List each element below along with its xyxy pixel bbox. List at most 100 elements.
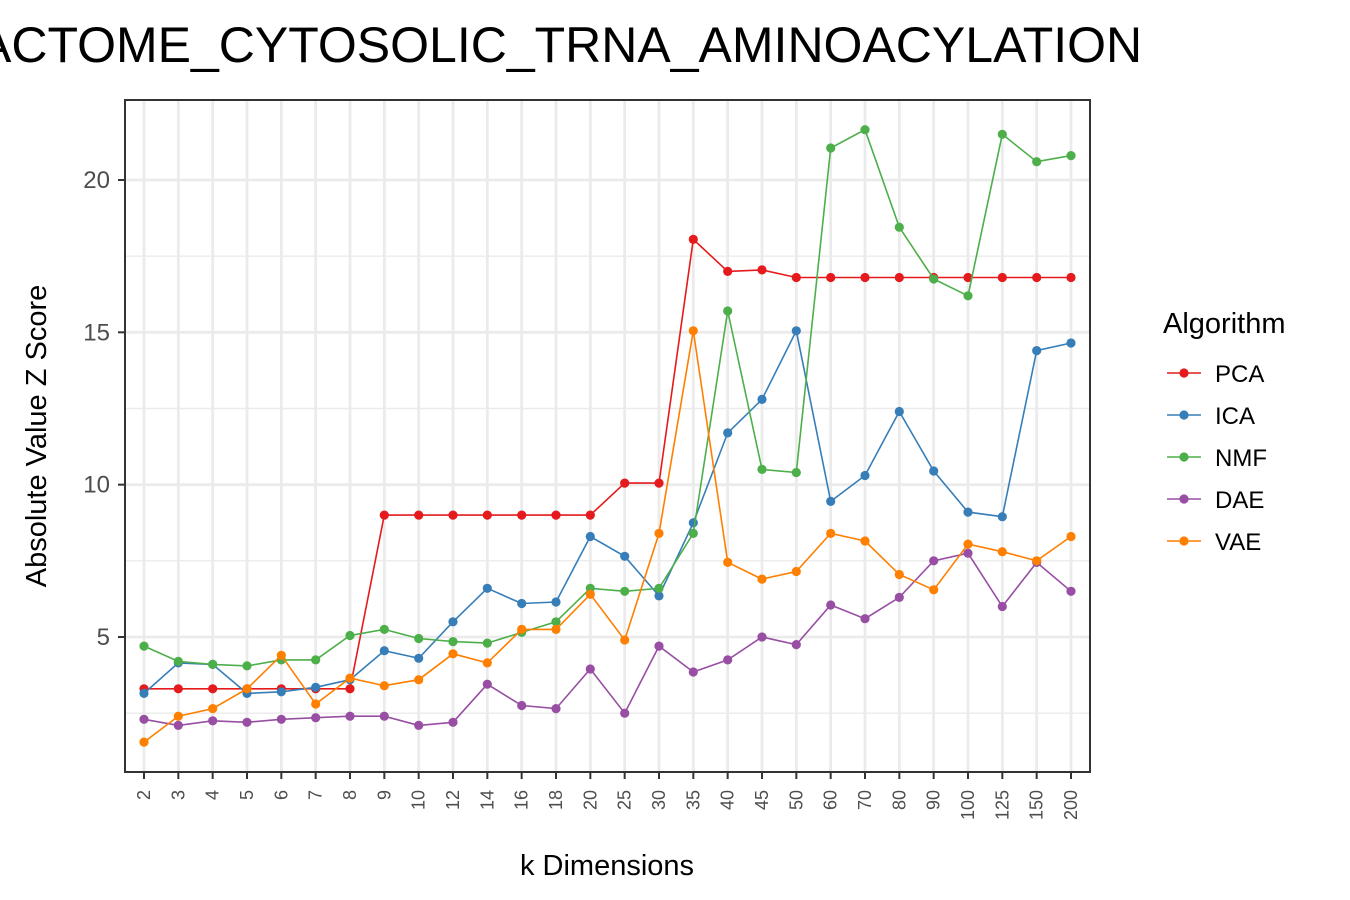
plot-panel-background [125,100,1090,772]
x-tick-label: 125 [992,790,1012,820]
data-point-pca [997,272,1007,283]
data-point-vae [997,547,1007,557]
data-point-ica [791,326,801,336]
data-point-pca [654,478,664,488]
data-point-pca [551,510,561,520]
legend-label: PCA [1215,361,1264,388]
data-point-nmf [139,641,149,651]
series-line-dae [143,552,1072,727]
x-tick-label: 35 [683,790,703,810]
y-tick-label: 15 [83,319,110,346]
data-point-nmf [208,659,218,670]
data-point-nmf [311,655,321,665]
data-point-nmf [345,630,355,641]
x-tick-label: 3 [168,790,188,800]
series-line-nmf [143,128,1072,667]
data-point-dae [860,614,870,624]
data-point-nmf [448,637,458,647]
data-point-dae [585,664,595,674]
data-point-pca [482,510,492,520]
data-point-dae [963,548,973,558]
x-tick-label: 80 [889,790,909,810]
data-point-nmf [620,586,630,596]
data-point-pca [585,510,595,520]
data-point-dae [551,704,561,714]
data-point-vae [585,589,595,599]
data-point-dae [414,720,424,731]
legend-key-point [1179,494,1189,504]
legend-key-point [1179,536,1189,546]
x-tick-label: 25 [615,790,635,810]
data-point-ica [414,653,424,663]
data-point-nmf [1066,151,1076,161]
data-point-dae [276,714,286,724]
x-tick-label: 16 [512,790,532,810]
data-point-nmf [860,125,870,135]
legend-label: DAE [1215,487,1264,514]
x-tick-label: 50 [786,790,806,810]
data-point-nmf [414,633,424,644]
data-point-pca [860,272,870,283]
data-point-vae [757,574,767,584]
data-point-vae [139,737,149,747]
data-point-ica [1066,338,1076,348]
data-point-ica [379,646,389,656]
data-point-vae [379,681,389,691]
data-point-pca [894,272,904,283]
series-line-vae [143,330,1072,743]
data-point-vae [517,624,527,635]
data-point-vae [345,673,355,683]
data-point-ica [517,598,527,609]
data-point-dae [139,714,149,724]
x-tick-label: 14 [477,790,497,810]
data-point-nmf [1032,157,1042,167]
data-point-ica [860,470,870,481]
data-point-nmf [826,143,836,153]
data-point-vae [1066,531,1076,542]
data-point-nmf [242,661,252,671]
legend-key-point [1179,452,1189,462]
x-tick-label: 30 [649,790,669,810]
data-point-nmf [723,306,733,316]
x-axis-title: k Dimensions [520,850,694,882]
data-point-ica [311,682,321,692]
x-tick-label: 150 [1027,790,1047,820]
data-point-pca [723,266,733,276]
data-point-dae [757,632,767,642]
legend-item-dae: DAE [1167,487,1264,514]
legend-item-vae: VAE [1167,529,1261,556]
data-point-nmf [757,464,767,474]
x-tick-label: 7 [306,790,326,800]
x-tick-label: 200 [1061,790,1081,820]
y-axis-title: Absolute Value Z Score [21,285,53,588]
legend-title: Algorithm [1163,308,1286,340]
y-tick-label: 10 [83,472,110,499]
x-tick-label: 10 [409,790,429,810]
data-point-ica [482,583,492,593]
y-tick-label: 5 [97,624,110,651]
legend-label: ICA [1215,403,1255,430]
data-point-pca [448,510,458,520]
data-point-pca [414,510,424,520]
data-point-ica [723,428,733,438]
x-tick-label: 18 [546,790,566,810]
data-point-ica [894,406,904,417]
data-point-dae [345,711,355,721]
data-point-dae [826,600,836,610]
data-point-vae [173,711,183,721]
data-point-dae [482,679,492,689]
data-point-vae [276,650,286,660]
data-point-vae [963,539,973,549]
data-point-ica [688,518,698,528]
legend-items: PCA ICA NMF DAE VAE [1167,361,1267,556]
data-point-nmf [482,638,492,648]
data-point-ica [448,617,458,627]
legend-item-ica: ICA [1167,403,1255,430]
legend-label: NMF [1215,445,1267,472]
data-point-dae [723,655,733,665]
data-point-vae [551,624,561,635]
data-point-ica [757,394,767,404]
data-point-dae [688,667,698,677]
x-tick-label: 8 [340,790,360,800]
